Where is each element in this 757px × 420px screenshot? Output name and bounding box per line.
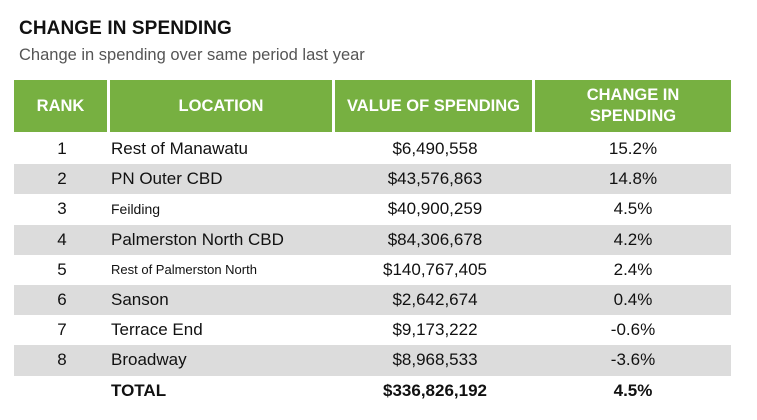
- location-cell: Rest of Palmerston North: [111, 262, 257, 278]
- total-row: TOTAL $336,826,192 4.5%: [14, 376, 731, 406]
- total-label: TOTAL: [111, 380, 167, 400]
- table-header: RANK LOCATION VALUE OF SPENDING CHANGE I…: [14, 80, 731, 132]
- change-cell: 0.4%: [613, 290, 653, 310]
- value-cell: $6,490,558: [392, 139, 478, 159]
- change-cell: -0.6%: [610, 320, 656, 340]
- location-cell: Broadway: [111, 350, 187, 370]
- rank-cell: 2: [57, 169, 67, 189]
- page-subtitle: Change in spending over same period last…: [19, 46, 365, 64]
- table-row: 8 Broadway $8,968,533 -3.6%: [14, 345, 731, 376]
- table-row: 4 Palmerston North CBD $84,306,678 4.2%: [14, 224, 731, 255]
- location-cell: Rest of Manawatu: [111, 139, 249, 159]
- total-value: $336,826,192: [383, 380, 487, 400]
- change-cell: -3.6%: [610, 350, 656, 370]
- table-row: 3 Feilding $40,900,259 4.5%: [14, 194, 731, 224]
- rank-cell: 3: [57, 199, 67, 219]
- rank-cell: 7: [57, 320, 67, 340]
- change-cell: 15.2%: [608, 139, 658, 159]
- column-header-change: CHANGE IN SPENDING: [535, 80, 731, 132]
- value-cell: $8,968,533: [392, 350, 478, 370]
- rank-cell: 6: [57, 290, 67, 310]
- table-row: 2 PN Outer CBD $43,576,863 14.8%: [14, 164, 731, 195]
- column-header-change-line1: CHANGE IN: [586, 86, 680, 104]
- table-row: 6 Sanson $2,642,674 0.4%: [14, 284, 731, 316]
- value-cell: $43,576,863: [387, 169, 483, 189]
- spending-table: RANK LOCATION VALUE OF SPENDING CHANGE I…: [14, 80, 731, 406]
- location-cell: Palmerston North CBD: [111, 229, 284, 249]
- table-row: 7 Terrace End $9,173,222 -0.6%: [14, 315, 731, 345]
- page-title: CHANGE IN SPENDING: [19, 18, 232, 39]
- value-cell: $40,900,259: [387, 199, 483, 219]
- column-header-value: VALUE OF SPENDING: [335, 80, 532, 132]
- rank-cell: 8: [57, 350, 67, 370]
- column-header-rank: RANK: [14, 80, 107, 132]
- change-cell: 14.8%: [608, 169, 658, 189]
- column-header-change-line2: SPENDING: [589, 107, 677, 125]
- change-cell: 2.4%: [613, 259, 653, 279]
- total-change: 4.5%: [613, 380, 653, 400]
- table-row: 1 Rest of Manawatu $6,490,558 15.2%: [14, 134, 731, 164]
- rank-cell: 4: [57, 229, 67, 249]
- column-header-location: LOCATION: [110, 80, 332, 132]
- location-cell: Terrace End: [111, 320, 203, 340]
- rank-cell: 5: [57, 259, 67, 279]
- rank-cell-empty: [14, 376, 110, 406]
- table-row: 5 Rest of Palmerston North $140,767,405 …: [14, 255, 731, 285]
- rank-cell: 1: [57, 139, 67, 159]
- location-cell: PN Outer CBD: [111, 169, 223, 189]
- location-cell: Sanson: [111, 290, 169, 310]
- value-cell: $9,173,222: [392, 320, 478, 340]
- location-cell: Feilding: [111, 201, 161, 218]
- value-cell: $84,306,678: [387, 229, 483, 249]
- value-cell: $140,767,405: [383, 259, 487, 279]
- change-cell: 4.2%: [613, 229, 653, 249]
- change-cell: 4.5%: [613, 199, 653, 219]
- value-cell: $2,642,674: [392, 290, 478, 310]
